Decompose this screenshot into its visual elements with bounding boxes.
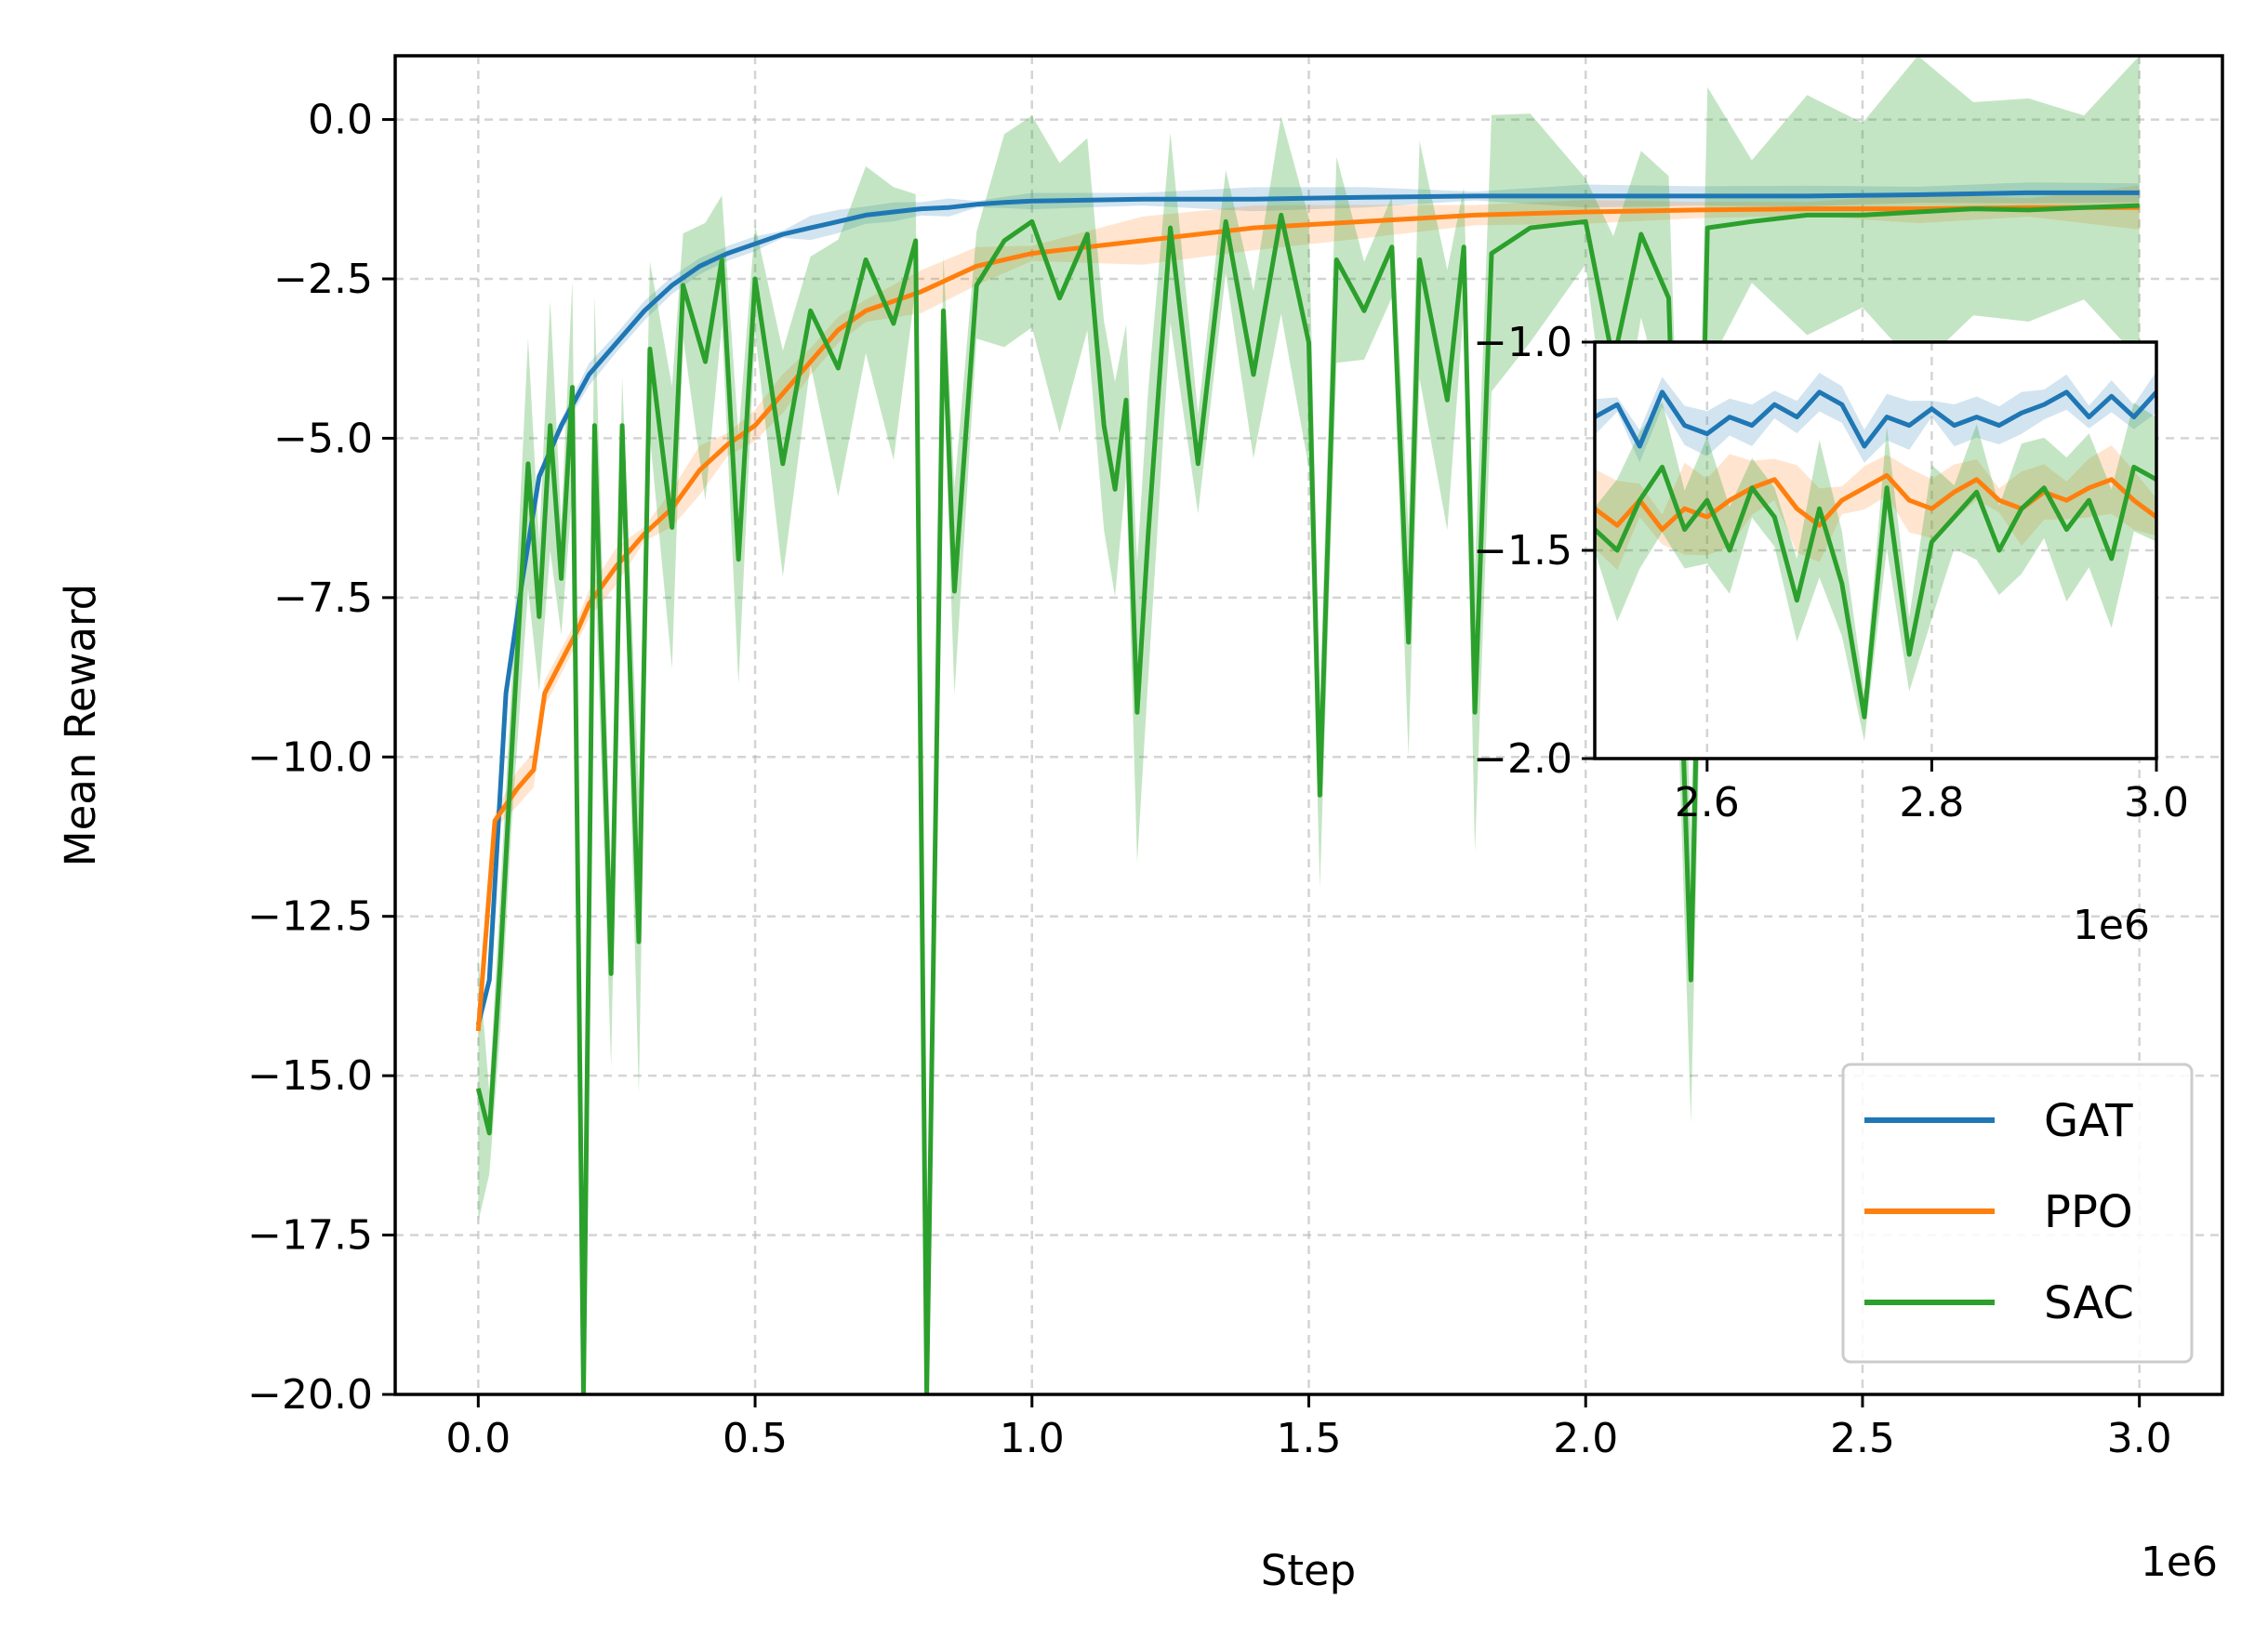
inset-x-tick-label: 2.8: [1899, 779, 1964, 826]
inset-x-ticks: 2.6 2.8 3.0: [1675, 759, 2189, 826]
inset-chart: 2.6 2.8 3.0 −1.0 −1.5 −2.0 1e6: [1473, 319, 2189, 949]
main-x-tick-label: 2.5: [1830, 1415, 1895, 1462]
inset-y-tick-label: −1.5: [1473, 527, 1572, 575]
main-x-tick-label: 0.5: [723, 1415, 788, 1462]
inset-bands: [1595, 371, 2156, 742]
inset-y-ticks: −1.0 −1.5 −2.0: [1473, 319, 1595, 783]
legend-frame: [1841, 1063, 2194, 1364]
main-y-tick-label: −5.0: [273, 415, 373, 462]
main-y-tick-label: −15.0: [247, 1052, 373, 1100]
main-y-tick-label: −17.5: [247, 1212, 373, 1260]
main-sac-line: [475, 203, 2140, 1394]
main-y-tick-label: 0.0: [308, 97, 373, 144]
main-x-tick-label: 0.0: [445, 1415, 511, 1462]
main-ppo-line: [475, 205, 2140, 1032]
main-y-tick-label: −20.0: [247, 1371, 373, 1419]
y-axis-label: Mean Reward: [56, 584, 105, 867]
main-y-tick-label: −2.5: [273, 256, 373, 303]
main-y-tick-label: −10.0: [247, 733, 373, 781]
inset-gat-std-band: [1595, 371, 2156, 463]
inset-gat-line: [1595, 390, 2156, 449]
main-x-ticks: 0.0 0.5 1.0 1.5 2.0 2.5 3.0: [445, 1394, 2172, 1462]
legend-ppo-label: PPO: [2044, 1186, 2133, 1238]
main-x-tick-label: 2.0: [1553, 1415, 1618, 1462]
legend-gat-label: GAT: [2044, 1095, 2133, 1147]
x-axis-label: Step: [1261, 1546, 1356, 1595]
main-x-tick-label: 1.5: [1277, 1415, 1342, 1462]
main-bands: [478, 56, 2140, 1394]
main-y-tick-label: −7.5: [273, 575, 373, 622]
legend-items: GAT PPO SAC: [1864, 1095, 2134, 1329]
inset-ppo-line: [1595, 472, 2156, 533]
x-offset-label: 1e6: [2141, 1539, 2218, 1586]
inset-sac-line: [1595, 464, 2156, 720]
inset-y-tick-label: −2.0: [1473, 735, 1572, 783]
inset-x-offset-label: 1e6: [2073, 902, 2150, 949]
main-y-ticks: 0.0 −2.5 −5.0 −7.5 −10.0 −12.5 −15.0 −17.5 −20.0: [247, 97, 395, 1419]
main-sac-std-band: [478, 56, 2140, 1394]
main-x-tick-label: 3.0: [2107, 1415, 2172, 1462]
inset-ppo-std-band: [1595, 445, 2156, 571]
inset-y-tick-label: −1.0: [1473, 319, 1572, 366]
legend-sac-label: SAC: [2044, 1277, 2134, 1329]
inset-x-tick-label: 3.0: [2124, 779, 2189, 826]
main-x-tick-label: 1.0: [1000, 1415, 1065, 1462]
inset-sac-std-band: [1595, 402, 2156, 742]
main-lines: [475, 190, 2140, 1394]
inset-x-tick-label: 2.6: [1675, 779, 1740, 826]
inset-lines: [1595, 390, 2156, 720]
main-y-tick-label: −12.5: [247, 893, 373, 941]
legend: GAT PPO SAC: [1841, 1063, 2194, 1364]
